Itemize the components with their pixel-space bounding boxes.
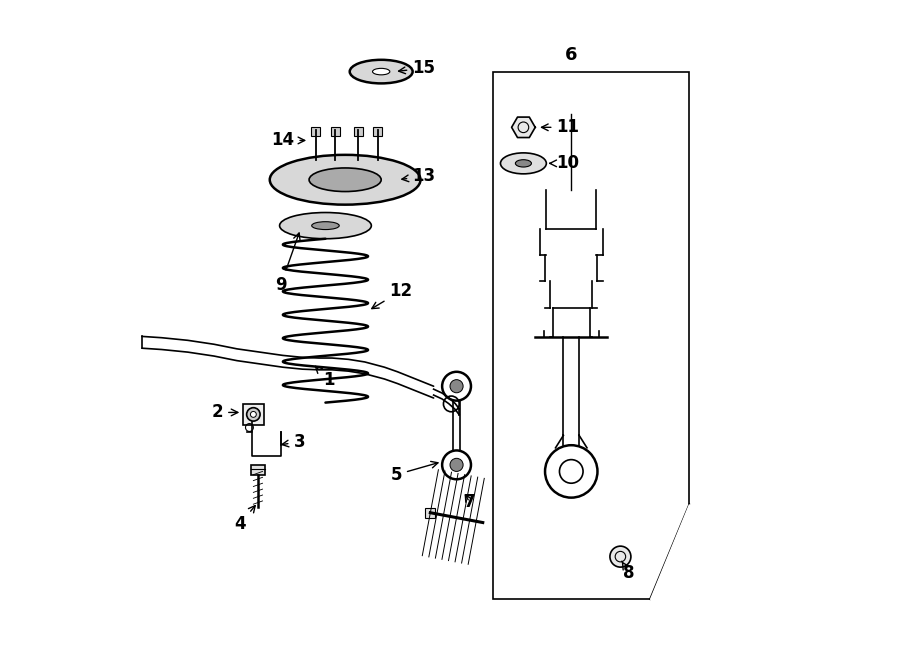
Text: 3: 3 [282,433,305,451]
Ellipse shape [280,213,372,239]
Circle shape [450,379,464,393]
Bar [425,508,435,518]
Text: 14: 14 [271,132,305,149]
Ellipse shape [373,68,390,75]
Circle shape [247,408,260,421]
Text: 10: 10 [550,155,580,173]
Text: 8: 8 [622,561,634,582]
Ellipse shape [311,221,339,229]
Ellipse shape [350,59,412,83]
Ellipse shape [516,160,531,167]
Text: 11: 11 [542,118,580,136]
Text: 7: 7 [464,493,475,511]
Bar [243,404,264,425]
Bar [251,465,265,475]
Ellipse shape [500,153,546,174]
Text: 5: 5 [391,461,438,484]
Bar [374,128,382,136]
Text: 12: 12 [372,282,412,309]
Circle shape [610,546,631,567]
Circle shape [250,411,256,417]
Text: 1: 1 [315,366,335,389]
Text: 6: 6 [565,46,578,64]
Polygon shape [511,117,536,137]
Ellipse shape [309,168,382,192]
Ellipse shape [270,155,420,205]
Bar [354,128,363,136]
Polygon shape [650,504,689,600]
Bar [492,71,689,600]
Text: 15: 15 [399,59,436,77]
Circle shape [450,458,464,471]
Text: 13: 13 [402,167,436,186]
Text: 2: 2 [212,403,238,422]
Text: 9: 9 [275,233,300,293]
Text: 4: 4 [234,506,256,533]
Bar [311,128,320,136]
Bar [330,128,340,136]
